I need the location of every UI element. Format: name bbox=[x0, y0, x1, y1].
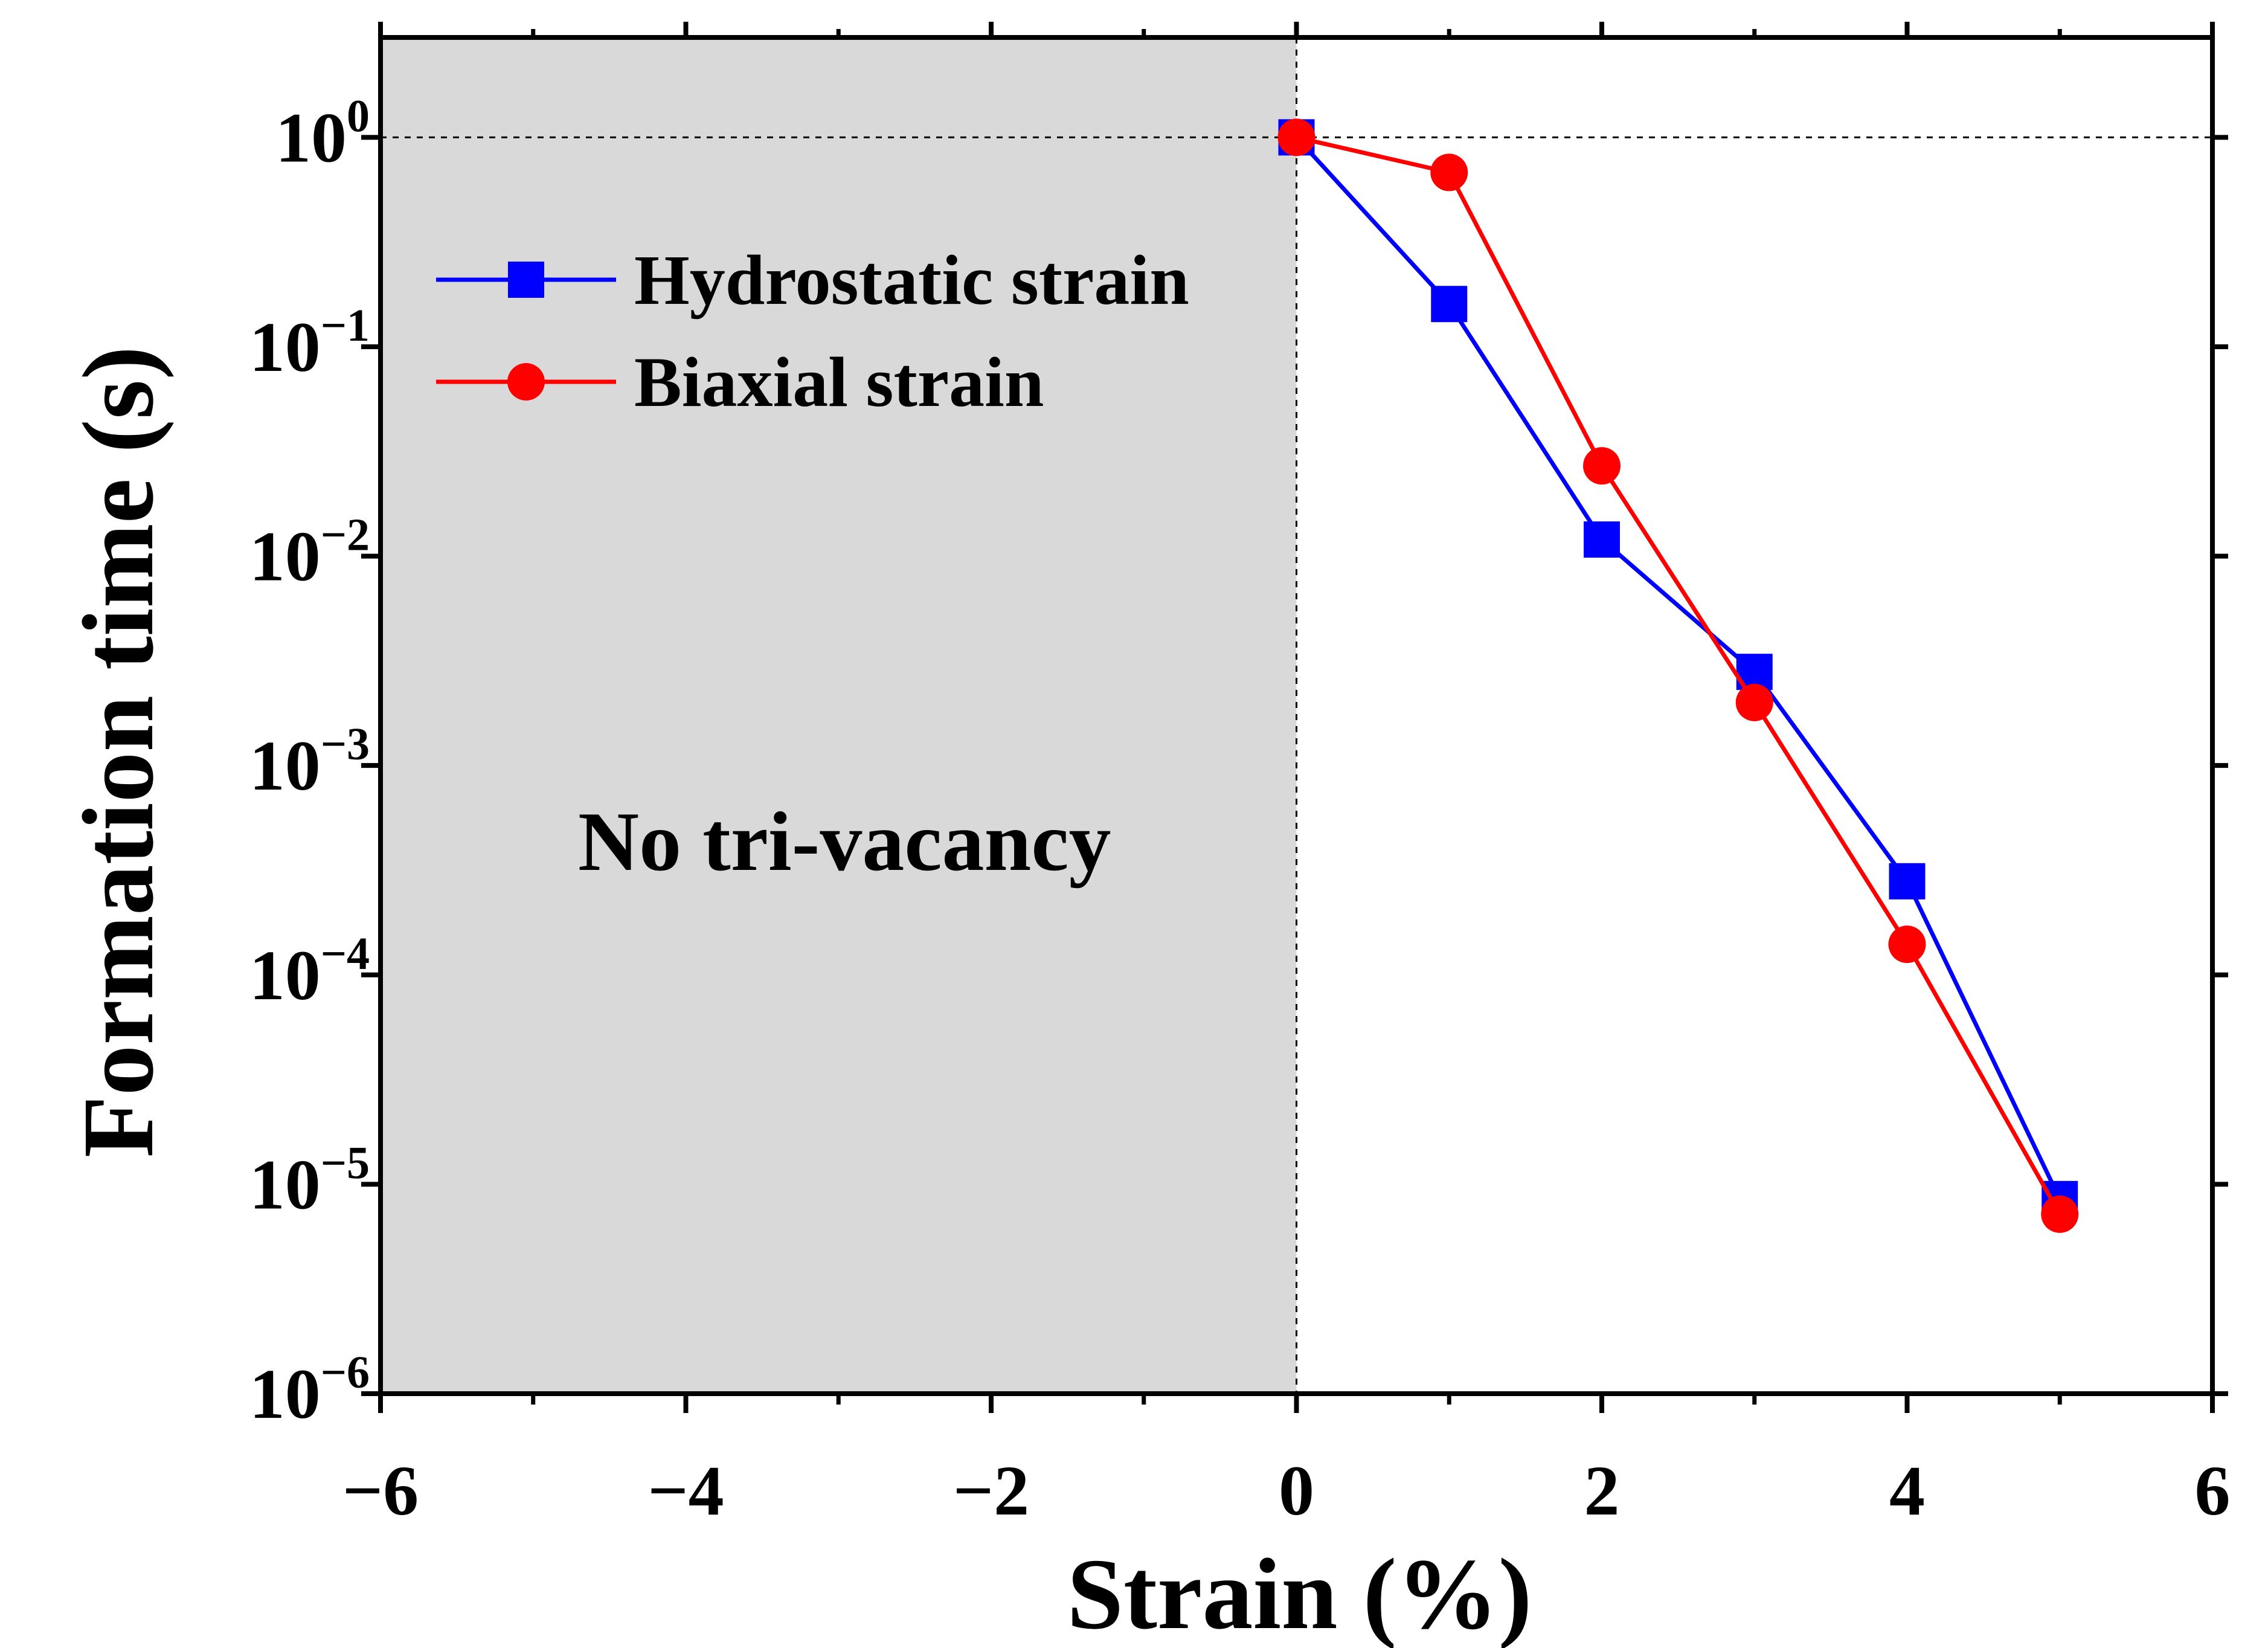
data-point-biaxial-strain bbox=[1430, 153, 1468, 192]
legend-item-hydrostatic-strain: Hydrostatic strain bbox=[436, 240, 1189, 320]
legend-item-biaxial-strain: Biaxial strain bbox=[436, 343, 1044, 422]
data-point-biaxial-strain bbox=[2041, 1195, 2079, 1233]
x-tick-label: −6 bbox=[342, 1451, 419, 1530]
data-point-hydrostatic-strain bbox=[1584, 521, 1620, 558]
data-point-biaxial-strain bbox=[1583, 447, 1621, 485]
x-tick-label: 0 bbox=[1279, 1451, 1314, 1530]
y-tick-label: 10−6 bbox=[249, 1347, 370, 1434]
y-tick-label: 10−1 bbox=[249, 300, 370, 387]
x-tick-label: 2 bbox=[1584, 1451, 1620, 1530]
y-tick-label: 10−5 bbox=[249, 1138, 370, 1224]
legend-label: Hydrostatic strain bbox=[634, 240, 1189, 320]
data-point-hydrostatic-strain bbox=[1889, 863, 1926, 900]
data-point-biaxial-strain bbox=[1888, 925, 1926, 964]
y-tick-label: 10−3 bbox=[249, 719, 370, 805]
data-point-hydrostatic-strain bbox=[1431, 286, 1468, 323]
data-point-biaxial-strain bbox=[1277, 118, 1316, 156]
data-point-biaxial-strain bbox=[1735, 683, 1773, 721]
legend-label: Biaxial strain bbox=[634, 343, 1044, 422]
series-line-hydrostatic-strain bbox=[1294, 136, 2062, 1200]
series-line-biaxial-strain bbox=[1296, 135, 2062, 1215]
y-axis-title: Formation time (s) bbox=[62, 346, 175, 1158]
y-tick-label: 100 bbox=[275, 91, 370, 177]
y-tick-label: 10−4 bbox=[249, 929, 370, 1015]
x-tick-label: −2 bbox=[953, 1451, 1029, 1530]
legend-marker bbox=[507, 363, 545, 401]
shaded-region-label: No tri-vacancy bbox=[578, 795, 1111, 889]
x-tick-label: 6 bbox=[2195, 1451, 2231, 1530]
x-tick-label: 4 bbox=[1889, 1451, 1925, 1530]
legend-marker bbox=[508, 262, 544, 298]
x-tick-label: −4 bbox=[647, 1451, 724, 1530]
x-axis-title: Strain (%) bbox=[1067, 1538, 1532, 1648]
y-tick-label: 10−2 bbox=[249, 510, 370, 596]
